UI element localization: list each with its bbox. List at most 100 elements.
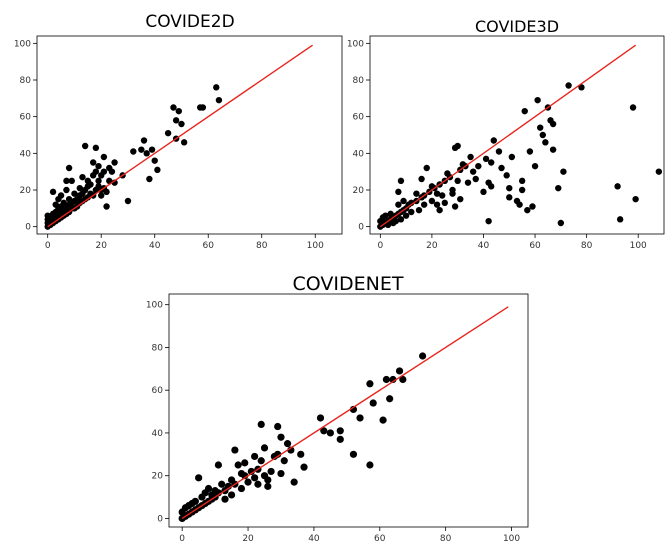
data-point-covidenet-31 <box>231 446 239 454</box>
data-point-covide3d-53 <box>454 142 461 150</box>
data-point-covide2d-55 <box>87 181 94 188</box>
data-point-covide2d-85 <box>148 146 156 153</box>
data-point-covide3d-43 <box>439 192 446 199</box>
points-group-covide3d <box>377 82 663 230</box>
data-point-covidenet-17 <box>204 484 213 493</box>
data-point-covide2d-77 <box>111 179 118 186</box>
data-point-covide3d-80 <box>521 107 528 115</box>
data-point-covide3d-95 <box>560 168 567 175</box>
data-point-covidenet-77 <box>399 375 407 384</box>
x-tick-label-covidenet-40: 40 <box>308 534 320 544</box>
data-point-covide3d-36 <box>428 197 436 205</box>
data-point-covide3d-29 <box>415 206 423 214</box>
data-point-covidenet-73 <box>382 375 390 384</box>
data-point-covide3d-69 <box>490 137 497 144</box>
data-point-covide3d-62 <box>475 162 482 170</box>
data-point-covidenet-11 <box>195 474 203 482</box>
data-point-covidenet-52 <box>274 422 282 431</box>
data-point-covide3d-92 <box>549 146 557 153</box>
x-tick-label-covide3d-20: 20 <box>426 241 438 251</box>
data-point-covide3d-18 <box>397 177 405 185</box>
data-point-covide3d-23 <box>402 212 410 219</box>
x-tick-label-covide2d-0: 0 <box>45 241 51 251</box>
panel-marks-covide2d: 0 20 40 60 80 100 0 20 40 60 80 100 <box>14 35 343 251</box>
x-tick-label-covide2d-80: 80 <box>256 241 268 251</box>
data-point-covidenet-49 <box>267 467 275 476</box>
data-point-covidenet-76 <box>395 367 404 375</box>
data-point-covide3d-65 <box>485 217 492 225</box>
data-point-covidenet-63 <box>326 429 334 437</box>
data-point-covide3d-42 <box>436 206 443 214</box>
data-point-covide2d-93 <box>178 120 185 128</box>
x-tick-label-covide2d-60: 60 <box>203 241 215 251</box>
y-tick-label-covide3d-20: 20 <box>353 186 365 196</box>
data-point-covide3d-82 <box>526 148 534 155</box>
data-point-covide3d-73 <box>506 194 513 201</box>
data-point-covidenet-60 <box>300 463 308 471</box>
data-point-covide2d-28 <box>63 186 70 194</box>
data-point-covide3d-81 <box>524 206 531 214</box>
data-point-covide2d-72 <box>103 203 110 210</box>
x-tick-label-covide2d-40: 40 <box>149 241 161 251</box>
x-tick-label-covide3d-80: 80 <box>581 241 593 251</box>
reference-line-covide3d <box>379 44 637 228</box>
data-point-covide3d-28 <box>413 190 420 197</box>
y-tick-label-covidenet-0: 0 <box>157 514 163 524</box>
data-point-covide3d-49 <box>449 186 456 194</box>
data-point-covidenet-72 <box>379 416 387 424</box>
data-point-covide2d-83 <box>143 150 150 157</box>
data-point-covide2d-39 <box>71 190 78 197</box>
data-point-covidenet-9 <box>191 497 199 505</box>
y-tick-label-covidenet-40: 40 <box>152 429 164 439</box>
data-point-covide2d-86 <box>151 157 158 164</box>
data-point-covidenet-41 <box>254 480 262 488</box>
data-point-covidenet-55 <box>280 457 288 465</box>
y-tick-label-covide3d-60: 60 <box>353 113 365 123</box>
data-point-covide2d-92 <box>175 107 182 115</box>
data-point-covidenet-54 <box>277 469 285 478</box>
data-point-covidenet-33 <box>237 484 246 493</box>
plot-frame-covidenet <box>168 293 529 528</box>
data-point-covide3d-31 <box>418 175 425 183</box>
y-tick-label-covide2d-40: 40 <box>20 149 32 159</box>
data-point-covide3d-39 <box>433 190 441 197</box>
data-point-covidenet-62 <box>320 427 328 435</box>
y-tick-label-covide3d-40: 40 <box>353 149 365 159</box>
data-point-covide3d-19 <box>397 216 405 223</box>
data-point-covide3d-63 <box>480 188 487 196</box>
data-point-covidenet-37 <box>244 478 252 486</box>
data-point-covidenet-70 <box>366 461 374 469</box>
data-point-covide3d-72 <box>503 172 510 179</box>
data-point-covide3d-52 <box>454 177 461 185</box>
y-tick-label-covide2d-80: 80 <box>20 76 32 86</box>
data-point-covide3d-16 <box>395 188 402 196</box>
data-point-covide2d-97 <box>213 84 220 91</box>
y-tick-label-covide3d-100: 100 <box>347 39 364 49</box>
x-tick-label-covide3d-0: 0 <box>377 241 383 251</box>
data-point-covide3d-97 <box>578 84 585 91</box>
data-point-covide2d-96 <box>199 104 207 111</box>
data-point-covide3d-67 <box>488 183 495 190</box>
data-point-covide3d-77 <box>516 201 523 208</box>
data-point-covidenet-23 <box>214 461 223 469</box>
data-point-covidenet-43 <box>257 457 265 465</box>
y-tick-label-covide2d-20: 20 <box>20 186 32 196</box>
data-point-covidenet-44 <box>257 420 265 428</box>
y-tick-label-covide3d-0: 0 <box>358 223 364 233</box>
data-point-covide3d-88 <box>542 139 549 146</box>
data-point-covidenet-56 <box>283 440 292 448</box>
data-point-covidenet-58 <box>290 478 298 486</box>
data-point-covide3d-85 <box>534 96 541 104</box>
data-point-covide2d-58 <box>89 159 97 166</box>
data-point-covide3d-101 <box>632 195 639 203</box>
data-point-covide3d-51 <box>451 203 459 210</box>
data-point-covidenet-59 <box>297 450 305 458</box>
x-tick-label-covidenet-60: 60 <box>374 534 386 544</box>
panel-title-covidenet: COVIDENET <box>293 273 404 295</box>
y-tick-label-covide3d-80: 80 <box>353 76 365 86</box>
data-point-covide3d-55 <box>457 195 464 203</box>
data-point-covide3d-13 <box>392 217 399 225</box>
data-point-covide3d-25 <box>408 208 415 216</box>
data-point-covide2d-75 <box>108 168 116 175</box>
